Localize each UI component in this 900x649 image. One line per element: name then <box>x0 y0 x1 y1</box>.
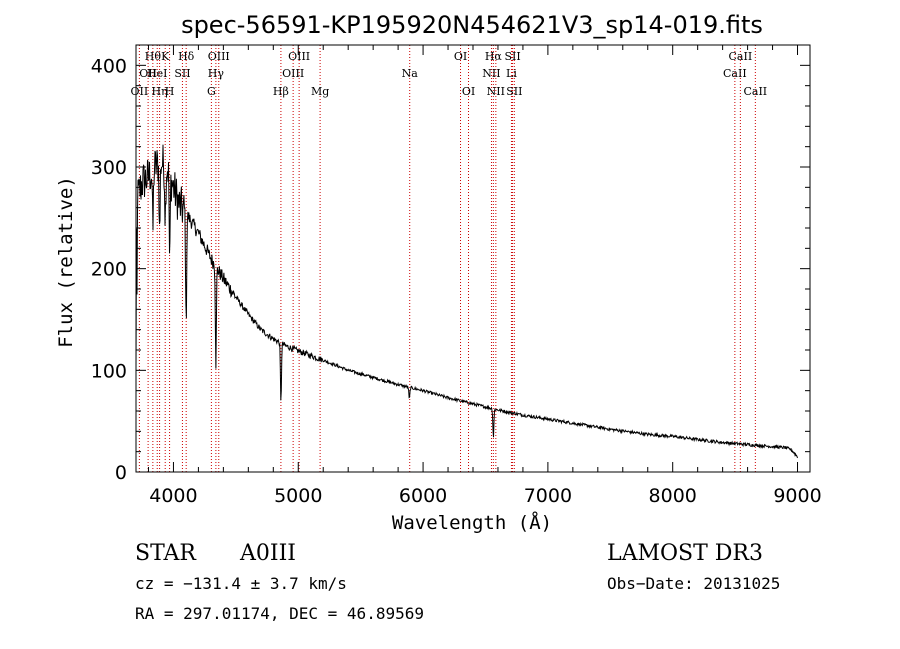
spectral-line-label: OIII <box>288 50 310 63</box>
spectral-line-label: Na <box>402 67 419 80</box>
survey-name: LAMOST DR3 <box>607 541 763 566</box>
spectral-line-label: Hδ <box>178 50 195 63</box>
observation-date: Obs−Date: 20131025 <box>607 574 780 593</box>
x-tick-label: 6000 <box>399 485 447 507</box>
x-tick-label: 7000 <box>524 485 572 507</box>
spectral-line-label: Hη <box>151 85 167 98</box>
y-tick-label: 0 <box>115 462 127 484</box>
x-axis: 4000 5000 6000 7000 8000 9000 <box>147 45 822 507</box>
y-tick-label: 300 <box>91 157 127 179</box>
coordinates: RA = 297.01174, DEC = 46.89569 <box>135 604 424 623</box>
spectrum-line <box>135 144 798 459</box>
x-tick-label: 4000 <box>149 485 197 507</box>
spectral-line-label: K <box>161 50 170 63</box>
object-class: STAR <box>135 541 197 566</box>
spectral-line-label: CaII <box>743 85 767 98</box>
x-tick-label: 8000 <box>649 485 697 507</box>
redshift-value: cz = −131.4 ± 3.7 km/s <box>135 574 347 593</box>
spectral-line-label: OI <box>454 50 467 63</box>
spectral-line-label: NII <box>487 85 505 98</box>
spectral-line-label: H <box>165 85 175 98</box>
y-tick-label: 100 <box>91 360 127 382</box>
x-tick-label: 5000 <box>274 485 322 507</box>
spectral-line-label: OII <box>131 85 149 98</box>
spectral-line-label: NII <box>482 67 500 80</box>
spectral-line-label: HeI <box>147 67 167 80</box>
spectral-line-label: OII <box>139 67 157 80</box>
spectral-line-label: Hβ <box>273 85 289 98</box>
spectral-line-label: SII <box>506 85 522 98</box>
spectral-line-label: SII <box>174 67 190 80</box>
spectral-line-markers <box>138 45 756 472</box>
spectral-line-label: Hθ <box>145 50 162 63</box>
plot-frame <box>135 44 811 473</box>
spectral-line-label: Mg <box>311 85 329 98</box>
spectral-line-label: OIII <box>282 67 304 80</box>
y-axis-label: Flux (relative) <box>55 176 77 348</box>
chart-title: spec-56591-KP195920N454621V3_sp14-019.fi… <box>181 11 763 39</box>
spectral-line-label: OI <box>462 85 475 98</box>
spectral-line-label: Li <box>506 67 517 80</box>
y-axis: 0 100 200 300 400 <box>91 44 810 484</box>
object-subclass: A0III <box>239 541 296 566</box>
spectral-line-label: Hα <box>485 50 503 63</box>
spectral-line-label: SII <box>504 50 520 63</box>
spectral-line-label: CaII <box>723 67 747 80</box>
spectral-line-labels: OII OII Hθ HeI Hη K H SII Hδ G Hγ OIII Hβ OIII OIII Mg N… <box>131 50 768 98</box>
x-tick-label: 9000 <box>773 485 821 507</box>
y-tick-label: 400 <box>91 55 127 77</box>
spectral-line-label: CaII <box>729 50 753 63</box>
spectral-line-label: OIII <box>208 50 230 63</box>
spectral-line-label: G <box>207 85 216 98</box>
y-tick-label: 200 <box>91 259 127 281</box>
x-axis-label: Wavelength (Å) <box>392 511 552 534</box>
spectral-line-label: Hγ <box>208 67 225 80</box>
